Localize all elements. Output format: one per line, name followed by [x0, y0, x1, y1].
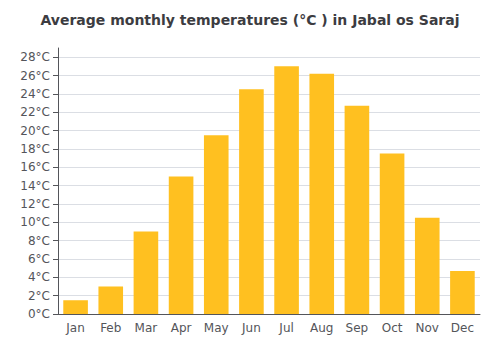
- svg-text:Aug: Aug: [310, 321, 333, 335]
- svg-text:2°C: 2°C: [28, 289, 50, 303]
- svg-text:6°C: 6°C: [28, 252, 50, 266]
- svg-text:28°C: 28°C: [20, 50, 50, 64]
- svg-text:Jul: Jul: [278, 321, 293, 335]
- svg-text:8°C: 8°C: [28, 234, 50, 248]
- svg-text:4°C: 4°C: [28, 270, 50, 284]
- svg-text:Nov: Nov: [416, 321, 439, 335]
- svg-text:26°C: 26°C: [20, 69, 50, 83]
- svg-text:0°C: 0°C: [28, 307, 50, 321]
- svg-text:Dec: Dec: [451, 321, 474, 335]
- svg-text:10°C: 10°C: [20, 215, 50, 229]
- svg-text:20°C: 20°C: [20, 124, 50, 138]
- svg-text:May: May: [204, 321, 229, 335]
- svg-text:Jun: Jun: [241, 321, 261, 335]
- svg-text:12°C: 12°C: [20, 197, 50, 211]
- svg-text:Apr: Apr: [171, 321, 192, 335]
- svg-text:Mar: Mar: [135, 321, 158, 335]
- svg-text:Average monthly temperatures (: Average monthly temperatures (°C ) in Ja…: [40, 12, 459, 28]
- svg-text:Oct: Oct: [382, 321, 403, 335]
- svg-text:24°C: 24°C: [20, 87, 50, 101]
- svg-text:16°C: 16°C: [20, 160, 50, 174]
- svg-text:Feb: Feb: [100, 321, 121, 335]
- svg-text:Jan: Jan: [65, 321, 85, 335]
- svg-text:22°C: 22°C: [20, 105, 50, 119]
- svg-text:14°C: 14°C: [20, 179, 50, 193]
- svg-text:Sep: Sep: [346, 321, 369, 335]
- svg-text:18°C: 18°C: [20, 142, 50, 156]
